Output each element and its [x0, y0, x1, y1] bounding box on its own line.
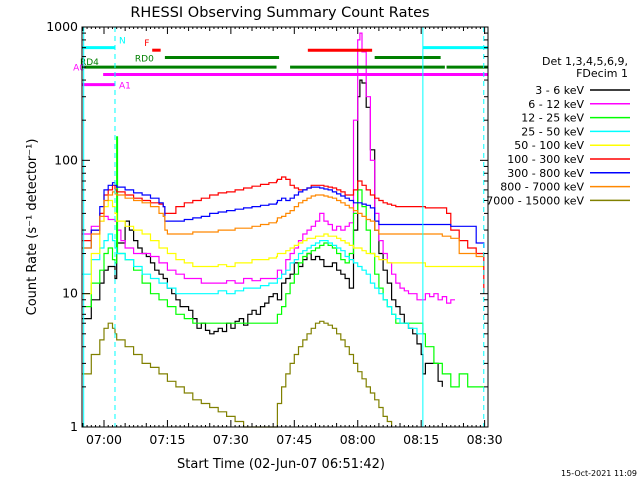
flag-label-n: N — [119, 37, 126, 47]
legend-label-25-50-kev: 25 - 50 keV — [521, 125, 584, 138]
flag-label-rd0: RD0 — [135, 55, 154, 65]
y-tick-label-1: 1 — [70, 419, 78, 434]
x-tick-label-07-00: 07:00 — [86, 432, 122, 447]
legend-header-line-0: Det 1,3,4,5,6,9, — [542, 55, 628, 68]
series-line-25-50-kev — [82, 233, 423, 335]
series-line-7000-15000-kev — [82, 320, 393, 428]
legend-label-50-100-kev: 50 - 100 keV — [514, 139, 584, 152]
series-layer — [82, 32, 485, 428]
legend-label-6-12-kev: 6 - 12 keV — [528, 98, 584, 111]
tick-layer: 07:00 07:15 07:30 07:45 08:00 08:15 08:30 1 10 10… — [46, 19, 502, 447]
series-line-3-6-kev — [82, 79, 443, 387]
x-tick-label-08-30: 08:30 — [467, 432, 503, 447]
timestamp: 15-Oct-2021 11:09 — [561, 469, 637, 478]
flag-label-rd4: RD4 — [80, 58, 99, 68]
y-tick-label-1000: 1000 — [46, 19, 78, 34]
x-tick-label-07-15: 07:15 — [149, 432, 185, 447]
flag-label-a1: A1 — [119, 82, 131, 92]
series-line-800-7000-kev — [82, 191, 484, 258]
chart-title: RHESSI Observing Summary Count Rates — [130, 5, 429, 21]
legend-label-300-800-kev: 300 - 800 keV — [507, 167, 584, 180]
y-axis-label: Count Rate (s⁻¹ detector⁻¹) — [25, 139, 40, 316]
x-tick-label-08-15: 08:15 — [403, 432, 439, 447]
y-tick-label-10: 10 — [62, 286, 78, 301]
flag-label-a0: A0 — [73, 64, 85, 74]
marker-layer — [83, 27, 485, 427]
x-tick-label-07-45: 07:45 — [276, 432, 312, 447]
series-line-6-12-kev — [82, 32, 455, 304]
series-line-300-800-kev — [82, 182, 485, 249]
flag-label-f: F — [144, 39, 149, 49]
legend-header-line-1: FDecim 1 — [576, 67, 628, 80]
legend-label-7000-15000-kev: 7000 - 15000 keV — [486, 194, 584, 207]
series-line-12-25-kev — [82, 136, 484, 388]
series-line-50-100-kev — [82, 199, 484, 295]
x-tick-label-08-00: 08:00 — [340, 432, 376, 447]
legend-label-800-7000-kev: 800 - 7000 keV — [500, 181, 584, 194]
x-tick-label-07-30: 07:30 — [213, 432, 249, 447]
x-axis-label: Start Time (02-Jun-07 06:51:42) — [177, 457, 385, 472]
plot-frame — [81, 26, 489, 428]
legend-label-12-25-kev: 12 - 25 keV — [521, 112, 584, 125]
legend-label-100-300-kev: 100 - 300 keV — [507, 153, 584, 166]
legend-label-3-6-kev: 3 - 6 keV — [535, 84, 584, 97]
y-tick-label-100: 100 — [54, 152, 78, 167]
series-line-100-300-kev — [82, 176, 485, 294]
